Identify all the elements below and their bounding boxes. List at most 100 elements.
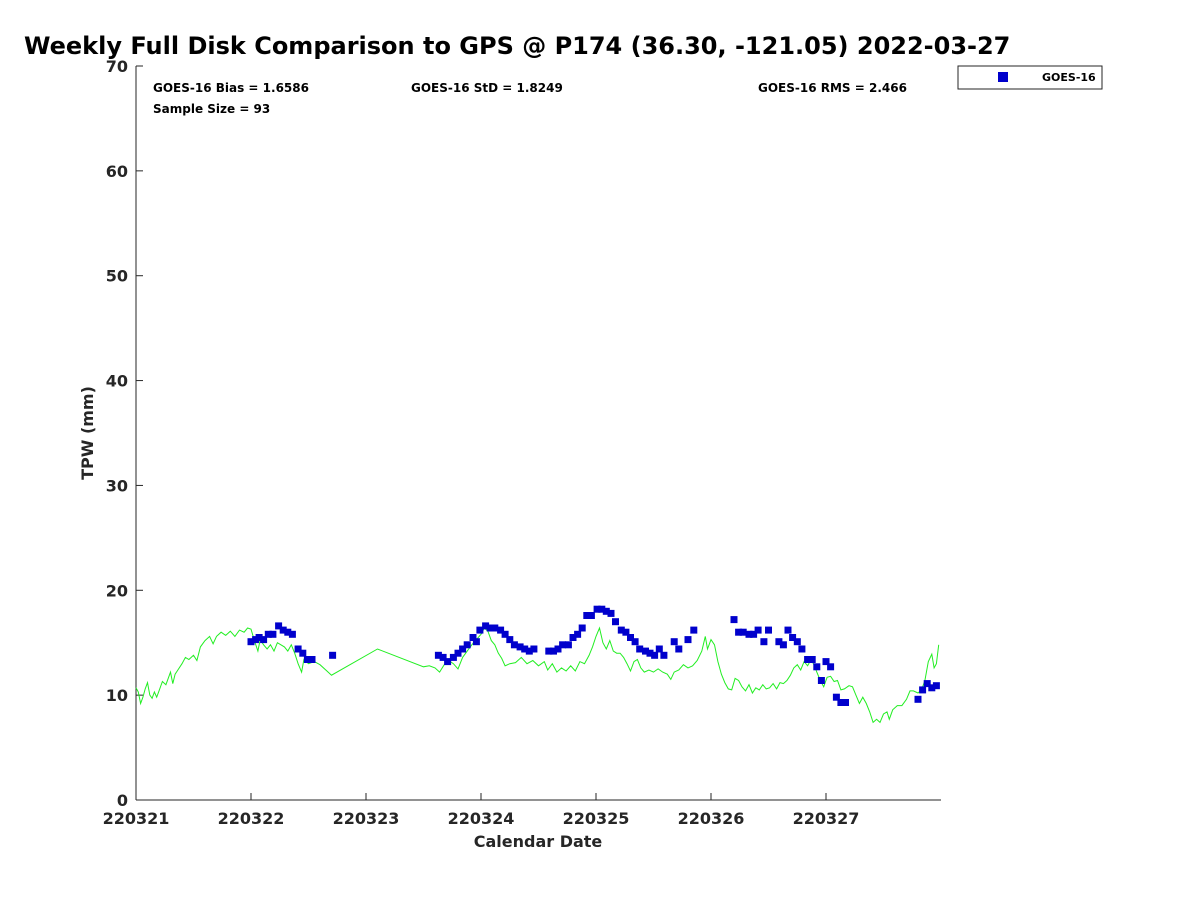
goes16-point (827, 663, 835, 671)
goes16-point (545, 647, 553, 655)
goes16-point (564, 641, 572, 649)
goes16-point (308, 656, 316, 663)
x-tick-label: 220325 (563, 809, 630, 828)
goes16-point (837, 699, 845, 706)
legend-box (957, 65, 1103, 90)
goes16-point (636, 645, 644, 653)
goes16-point (472, 638, 480, 646)
goes16-point (583, 612, 591, 619)
y-tick-label: 50 (106, 267, 128, 286)
goes16-point (670, 638, 678, 646)
goes16-point (593, 605, 601, 613)
goes16-point (329, 651, 337, 659)
goes16-point (587, 612, 595, 619)
goes16-point (735, 628, 743, 636)
goes16-point (646, 649, 654, 657)
goes16-point (617, 626, 625, 634)
goes16-point (299, 649, 307, 657)
goes16-point (631, 638, 639, 646)
goes16-point (642, 647, 649, 655)
goes16-point (554, 645, 562, 653)
legend-label-goes16: GOES-16 (1042, 71, 1096, 84)
goes16-point (288, 630, 296, 638)
goes16-point (303, 656, 311, 663)
goes16-point (607, 609, 615, 617)
goes16-point (675, 645, 683, 653)
x-axis-label: Calendar Date (474, 832, 603, 851)
goes16-point (655, 645, 663, 653)
goes16-point (469, 634, 477, 641)
goes16-point (622, 628, 630, 636)
goes16-point (510, 641, 518, 649)
goes16-point (501, 630, 509, 638)
x-tick-label: 220327 (793, 809, 860, 828)
y-tick-label: 30 (106, 476, 128, 495)
y-axis-label: TPW (mm) (78, 386, 97, 480)
goes16-point (627, 634, 634, 641)
goes16-point (439, 653, 447, 661)
goes16-point (491, 624, 499, 632)
goes16-point (476, 626, 484, 634)
goes16-point (804, 656, 812, 663)
stat-bias: GOES-16 Bias = 1.6586 (153, 81, 309, 95)
goes16-point (923, 680, 931, 688)
x-ticks: 220321 220322 220323 220324 220325 220326 2203… (103, 793, 860, 828)
gps-tpw-line (135, 626, 940, 724)
goes16-point (521, 645, 529, 653)
goes16-point (463, 641, 471, 649)
goes16-point (525, 647, 533, 655)
goes16-point (684, 636, 692, 644)
goes16-point (789, 634, 797, 641)
x-tick-label: 220324 (448, 809, 515, 828)
y-ticks: 0 10 20 30 40 50 60 70 (106, 57, 143, 810)
goes16-point (832, 693, 840, 701)
goes16-point (739, 628, 747, 636)
goes16-point (612, 618, 619, 626)
y-tick-label: 20 (106, 581, 128, 600)
goes16-point (255, 634, 263, 641)
goes16-point (434, 651, 442, 659)
goes16-point (750, 630, 758, 638)
goes16-point (550, 647, 557, 655)
y-tick-label: 40 (106, 372, 128, 391)
goes16-point (482, 622, 490, 630)
goes16-point (928, 684, 936, 692)
goes16-point (793, 638, 801, 646)
y-tick-label: 0 (117, 791, 128, 810)
legend: GOES-16 (957, 65, 1103, 90)
x-tick-label: 220323 (333, 809, 400, 828)
goes16-point (760, 638, 768, 646)
goes16-point (660, 651, 668, 659)
goes16-point (449, 653, 457, 661)
goes16-point (260, 636, 268, 644)
legend-marker-goes16 (998, 72, 1008, 82)
goes16-point (284, 628, 292, 636)
goes16-point (745, 630, 753, 638)
goes16-point (530, 645, 538, 653)
goes16-point (822, 658, 830, 666)
goes16-point (578, 624, 586, 632)
goes16-point (779, 641, 787, 649)
goes16-point (765, 626, 772, 634)
series-layer (135, 605, 940, 724)
goes16-point (444, 658, 452, 666)
chart-title: Weekly Full Disk Comparison to GPS @ P17… (24, 32, 1010, 60)
goes16-point (264, 630, 272, 638)
stat-sample-size: Sample Size = 93 (153, 102, 270, 116)
y-tick-label: 70 (106, 57, 128, 76)
goes16-point (516, 643, 524, 651)
goes16-point (486, 624, 494, 632)
goes16-point (690, 626, 698, 634)
goes16-point (784, 626, 792, 634)
goes16-point (454, 649, 462, 657)
goes16-point (294, 645, 302, 653)
goes16-point (574, 630, 582, 638)
goes16-point (808, 656, 816, 663)
goes16-point (275, 622, 283, 630)
goes16-point (914, 695, 922, 703)
goes16-point (459, 645, 467, 653)
goes16-point (279, 626, 287, 634)
goes16-point (559, 641, 567, 649)
goes16-point (813, 663, 821, 671)
